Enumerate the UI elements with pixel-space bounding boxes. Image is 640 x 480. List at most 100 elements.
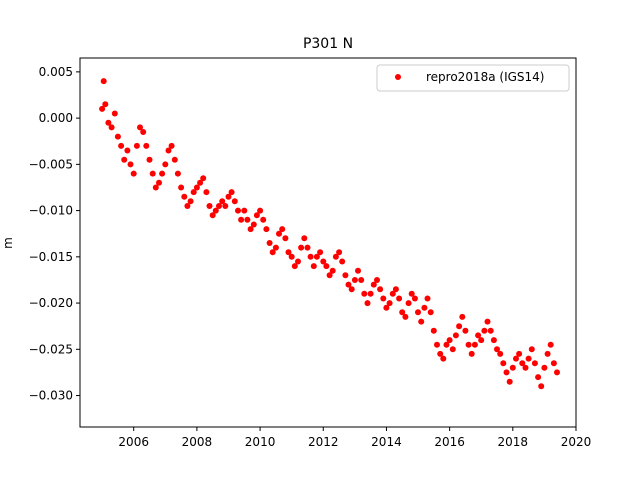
data-point (209, 212, 216, 219)
y-tick-label: −0.005 (29, 157, 73, 171)
data-point (187, 198, 194, 205)
data-point (355, 267, 361, 274)
data-point (100, 78, 107, 85)
legend-box (376, 64, 570, 92)
data-point (206, 203, 213, 209)
legend-label: repro2018a (IGS14) (426, 70, 544, 84)
data-point (519, 360, 526, 367)
data-point (156, 179, 162, 186)
data-point (541, 364, 548, 371)
data-point (263, 226, 270, 233)
legend-marker (395, 74, 401, 80)
data-points (99, 78, 560, 390)
data-point (487, 327, 494, 334)
data-point (411, 295, 418, 302)
data-point (313, 253, 320, 260)
data-point (471, 341, 478, 348)
data-point (377, 286, 384, 293)
data-point (181, 193, 188, 200)
data-point (554, 369, 560, 376)
data-point (528, 346, 535, 353)
data-point (231, 198, 238, 205)
data-point (133, 142, 140, 149)
data-point (200, 175, 207, 182)
data-point (276, 230, 282, 237)
data-point (503, 369, 510, 376)
x-tick-label: 2010 (245, 435, 276, 449)
data-point (348, 286, 355, 293)
data-point (102, 101, 109, 108)
data-point (114, 133, 121, 140)
data-point (130, 170, 137, 177)
data-point (301, 235, 308, 242)
data-point (389, 290, 396, 297)
data-point (497, 350, 504, 357)
data-point (481, 327, 488, 334)
data-point (490, 337, 497, 344)
data-point (468, 350, 475, 357)
data-point (399, 309, 406, 316)
data-point (459, 313, 466, 320)
data-point (449, 346, 456, 353)
data-point (547, 341, 554, 348)
data-point (513, 355, 519, 362)
x-tick-label: 2016 (434, 435, 465, 449)
data-point (358, 277, 365, 283)
data-point (424, 295, 431, 302)
data-point (415, 309, 421, 316)
y-tick-label: −0.010 (29, 204, 73, 218)
data-point (152, 184, 159, 191)
data-point (174, 170, 181, 177)
data-point (380, 295, 387, 302)
data-point (434, 341, 440, 348)
data-point (443, 341, 450, 348)
data-point (168, 142, 175, 149)
data-point (105, 119, 112, 126)
data-point (367, 290, 374, 297)
data-point (279, 226, 286, 233)
data-point (146, 156, 153, 163)
data-point (108, 124, 115, 131)
data-point (465, 341, 472, 348)
data-point (225, 193, 232, 200)
data-point (307, 253, 314, 260)
data-point (494, 346, 500, 353)
data-point (171, 156, 178, 163)
data-point (522, 364, 529, 371)
data-point (212, 207, 219, 214)
data-point (269, 249, 276, 256)
data-point (430, 327, 437, 334)
data-point (462, 327, 469, 334)
data-point (329, 267, 336, 274)
data-point (121, 156, 128, 163)
data-point (336, 249, 343, 256)
data-point (484, 318, 491, 325)
y-tick-label: −0.030 (29, 389, 73, 403)
data-point (475, 332, 482, 339)
data-point (272, 244, 279, 251)
data-point (137, 124, 143, 131)
data-point (374, 277, 380, 283)
data-point (253, 212, 260, 219)
data-point (446, 337, 453, 344)
data-point (392, 286, 399, 293)
data-point (193, 184, 200, 191)
data-point (339, 258, 346, 265)
data-point (342, 272, 349, 279)
data-point (197, 179, 204, 186)
data-point (111, 110, 118, 117)
data-point (310, 263, 317, 270)
data-point (257, 207, 264, 214)
data-point (544, 350, 551, 357)
data-point (298, 244, 305, 251)
y-axis-label: m (1, 237, 15, 249)
data-point (418, 318, 425, 325)
data-point (250, 221, 257, 228)
data-point (295, 258, 301, 265)
data-point (531, 360, 538, 367)
data-point (386, 300, 393, 307)
chart-title: P301 N (303, 36, 353, 52)
data-point (421, 304, 428, 311)
data-point (535, 374, 542, 381)
